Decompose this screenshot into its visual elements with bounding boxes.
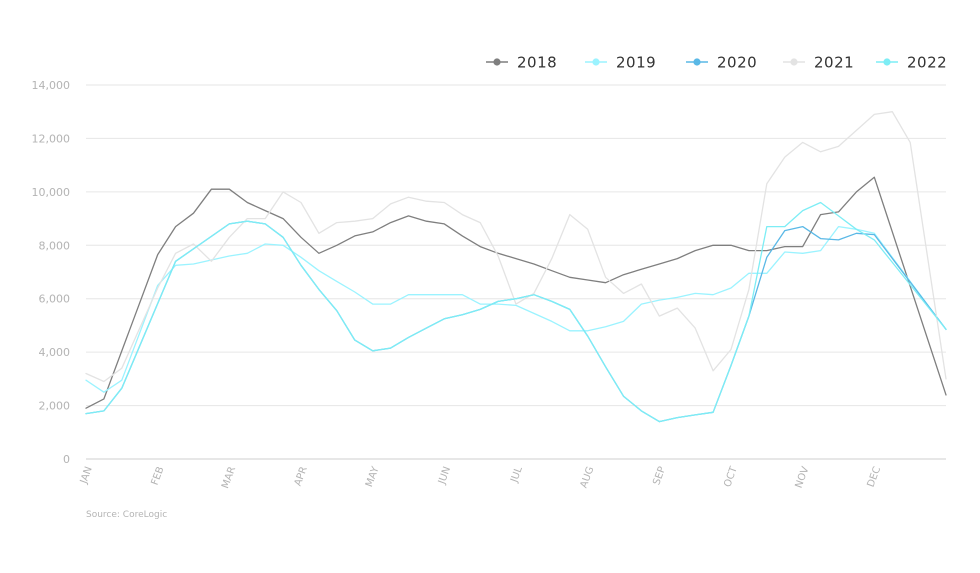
- legend-marker: [693, 58, 701, 66]
- x-tick-label: JAN: [78, 465, 95, 486]
- legend-item-2022: 2022: [876, 54, 947, 72]
- gridlines: [86, 84, 946, 460]
- x-tick-label: AUG: [579, 465, 597, 489]
- y-tick-label: 8,000: [39, 239, 71, 252]
- legend-marker: [592, 58, 600, 66]
- y-tick-label: 10,000: [32, 186, 71, 199]
- x-axis-ticks: JAN FEB MAR APR MAY JUN JUL AUG SEP OCT NOV DEC: [78, 464, 883, 490]
- legend-label: 2020: [717, 54, 757, 72]
- source-note: Source: CoreLogic: [86, 510, 167, 520]
- y-tick-label: 14,000: [32, 79, 71, 92]
- x-tick-label: NOV: [794, 465, 812, 490]
- x-tick-label: MAY: [364, 464, 382, 488]
- y-tick-label: 6,000: [39, 293, 71, 306]
- x-tick-label: OCT: [722, 464, 740, 488]
- legend-label: 2021: [814, 54, 854, 72]
- legend: 2018 2019 2020 2021 2022: [486, 54, 947, 72]
- legend-marker: [493, 58, 501, 66]
- x-tick-label: FEB: [150, 465, 167, 487]
- legend-label: 2022: [907, 54, 947, 72]
- legend-item-2020: 2020: [686, 54, 757, 72]
- series-lines: [85, 111, 947, 423]
- x-tick-label: SEP: [651, 465, 668, 486]
- x-tick-label: JUL: [509, 465, 525, 485]
- series-line-2021: [85, 111, 947, 383]
- y-axis-ticks: 0 2,000 4,000 6,000 8,000 10,000 12,000 14,000: [32, 79, 71, 466]
- x-tick-label: DEC: [866, 465, 884, 489]
- legend-marker: [883, 58, 891, 66]
- y-tick-label: 4,000: [39, 346, 71, 359]
- series-line-2018: [85, 176, 947, 409]
- x-tick-label: APR: [293, 465, 310, 487]
- series-line-2022: [85, 201, 947, 423]
- x-tick-label: JUN: [436, 465, 453, 486]
- legend-label: 2019: [616, 54, 656, 72]
- legend-item-2018: 2018: [486, 54, 557, 72]
- y-tick-label: 0: [63, 453, 70, 466]
- legend-item-2019: 2019: [585, 54, 656, 72]
- legend-marker: [790, 58, 798, 66]
- x-tick-label: MAR: [220, 465, 238, 490]
- legend-item-2021: 2021: [783, 54, 854, 72]
- legend-label: 2018: [517, 54, 557, 72]
- series-line-2019: [85, 225, 947, 393]
- y-tick-label: 2,000: [39, 400, 71, 413]
- y-tick-label: 12,000: [32, 132, 71, 145]
